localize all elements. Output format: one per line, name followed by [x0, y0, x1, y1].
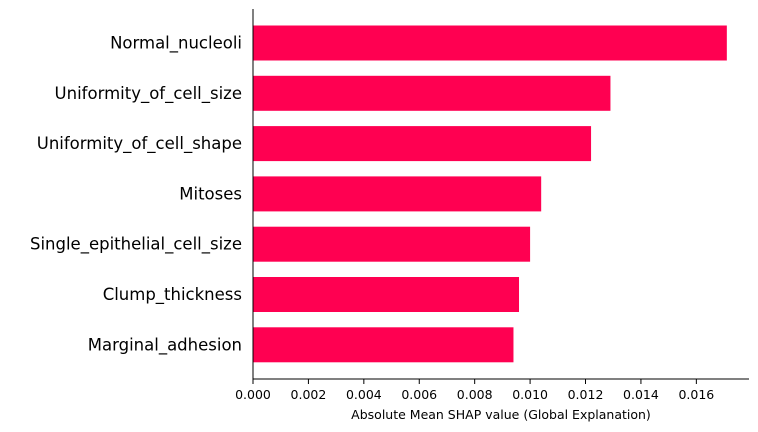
x-tick-label: 0.014	[623, 387, 659, 402]
x-tick-label: 0.004	[346, 387, 382, 402]
x-ticks: 0.000 0.002 0.004 0.006 0.008 0.010 0.012 0.014…	[235, 379, 714, 402]
bar-clump-thickness	[253, 277, 520, 312]
x-tick-label: 0.010	[512, 387, 548, 402]
category-label: Normal_nucleoli	[110, 34, 242, 54]
x-tick-label: 0.008	[457, 387, 493, 402]
bar-uniformity-of-cell-shape	[253, 126, 592, 162]
axes	[252, 9, 749, 380]
category-label: Uniformity_of_cell_size	[55, 84, 242, 104]
bar-marginal-adhesion	[253, 327, 514, 363]
bar-mitoses	[253, 176, 542, 212]
category-label: Mitoses	[179, 184, 242, 203]
category-label: Uniformity_of_cell_shape	[37, 134, 242, 154]
bars-layer	[253, 25, 727, 363]
category-label: Single_epithelial_cell_size	[30, 235, 242, 255]
bar-normal-nucleoli	[253, 25, 727, 61]
category-label: Marginal_adhesion	[88, 335, 242, 355]
category-labels: Normal_nucleoli Uniformity_of_cell_size Un…	[30, 34, 242, 356]
x-tick-label: 0.002	[291, 387, 327, 402]
category-label: Clump_thickness	[103, 285, 242, 305]
x-tick-label: 0.000	[235, 387, 271, 402]
x-tick-label: 0.016	[678, 387, 714, 402]
x-tick-label: 0.006	[401, 387, 437, 402]
bar-uniformity-of-cell-size	[253, 75, 611, 111]
x-tick-label: 0.012	[568, 387, 604, 402]
bar-single-epithelial-cell-size	[253, 226, 531, 262]
x-axis-title: Absolute Mean SHAP value (Global Explana…	[351, 407, 651, 422]
